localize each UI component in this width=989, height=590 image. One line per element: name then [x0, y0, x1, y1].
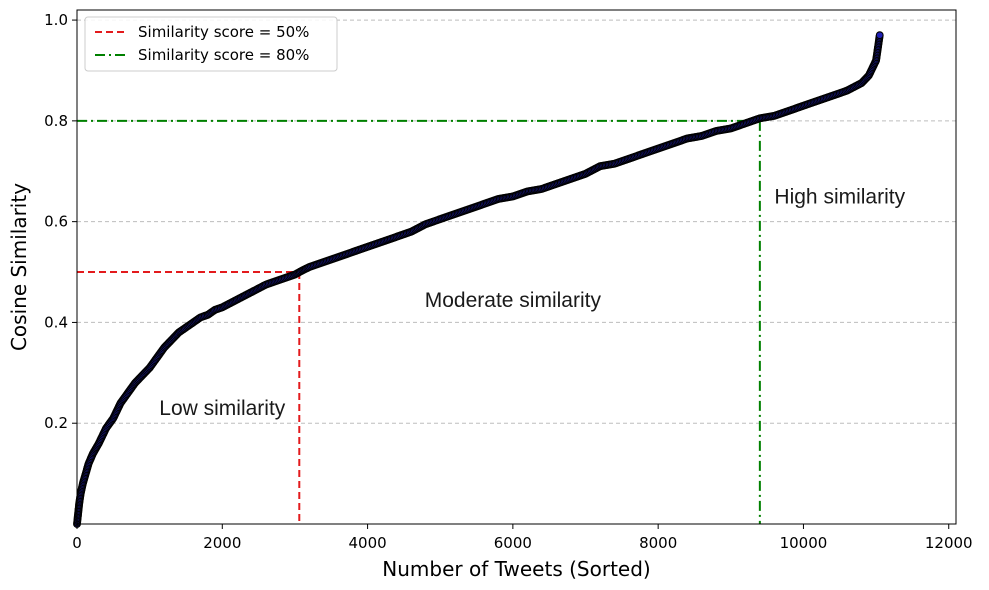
x-tick-label: 2000 [203, 534, 241, 552]
x-tick-label: 8000 [639, 534, 677, 552]
y-tick-label: 0.6 [44, 213, 68, 231]
annotation-label: Low similarity [159, 397, 286, 420]
legend[interactable]: Similarity score = 50% Similarity score =… [84, 16, 338, 72]
reference-lines [77, 119, 761, 524]
legend-entry-label: Similarity score = 80% [138, 46, 309, 64]
annotation-label: Moderate similarity [425, 289, 602, 312]
x-tick-label: 10000 [780, 534, 828, 552]
y-tick-label: 1.0 [44, 11, 68, 29]
y-axis-title: Cosine Similarity [7, 183, 31, 351]
x-tick-label: 0 [72, 534, 82, 552]
y-tick-label: 0.2 [44, 414, 68, 432]
x-axis-ticks: 0 2000 4000 6000 8000 10000 12000 [72, 524, 973, 552]
y-tick-label: 0.4 [44, 313, 68, 331]
annotations: Low similarity Moderate similarity High si… [159, 185, 905, 420]
data-points [73, 31, 884, 528]
x-tick-label: 12000 [925, 534, 973, 552]
legend-box [84, 16, 338, 72]
y-axis-ticks: 0.2 0.4 0.6 0.8 1.0 [44, 11, 77, 432]
x-tick-label: 4000 [348, 534, 386, 552]
plot-frame [76, 9, 957, 525]
data-point [875, 31, 884, 40]
y-tick-label: 0.8 [44, 112, 68, 130]
annotation-label: High similarity [774, 185, 905, 208]
gridlines [77, 19, 956, 424]
x-axis-title: Number of Tweets (Sorted) [382, 557, 650, 581]
x-tick-label: 6000 [494, 534, 532, 552]
legend-entry-label: Similarity score = 50% [138, 23, 309, 41]
